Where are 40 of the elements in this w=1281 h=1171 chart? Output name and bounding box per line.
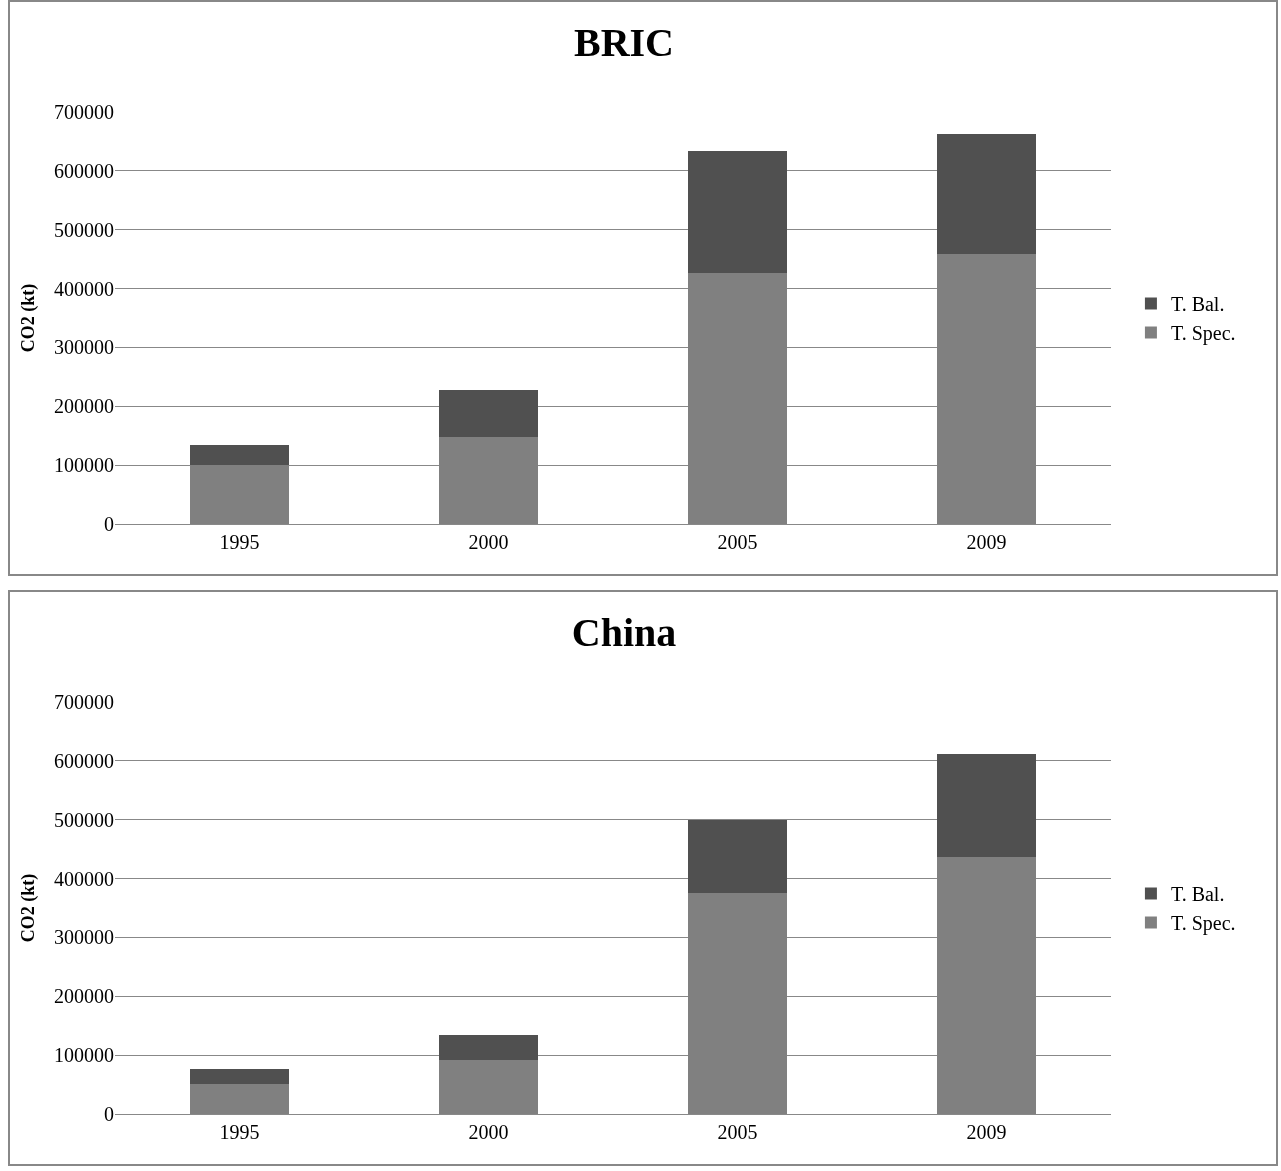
y-tick-label: 200000	[54, 985, 114, 1008]
y-axis-title: CO2 (kt)	[18, 873, 40, 943]
bar	[189, 1068, 290, 1084]
y-tick-label: 300000	[54, 926, 114, 949]
y-tick-label: 100000	[54, 454, 114, 477]
legend-label: T. Spec.	[1170, 322, 1236, 346]
bar	[936, 133, 1037, 254]
bar	[189, 445, 290, 465]
y-tick-label: 600000	[54, 159, 114, 182]
y-tick-label: 200000	[54, 395, 114, 418]
y-axis-title: CO2 (kt)	[18, 283, 40, 353]
y-tick-label: 700000	[54, 101, 114, 123]
y-tick-label: 500000	[54, 808, 114, 831]
bar	[936, 754, 1037, 858]
y-tick-label: 300000	[54, 336, 114, 359]
bar	[438, 390, 539, 438]
x-tick-label: 2009	[966, 1121, 1007, 1143]
y-tick-label: 700000	[54, 691, 114, 713]
legend-label: T. Spec.	[1170, 912, 1236, 936]
x-tick-label: 2005	[717, 531, 758, 553]
chart-title: China	[571, 609, 677, 655]
y-tick-label: 100000	[54, 1044, 114, 1067]
legend-label: T. Bal.	[1170, 883, 1225, 906]
y-tick-label: 0	[104, 513, 114, 535]
y-tick-label: 600000	[54, 749, 114, 772]
y-tick-label: 400000	[54, 277, 114, 300]
y-tick-label: 0	[104, 1103, 114, 1125]
x-tick-label: 2005	[717, 1121, 758, 1143]
bar	[687, 151, 788, 274]
x-tick-label: 2009	[966, 531, 1007, 553]
bar	[438, 1035, 539, 1060]
chart-title: BRIC	[573, 19, 675, 65]
y-tick-label: 500000	[54, 218, 114, 241]
y-tick-label: 400000	[54, 867, 114, 890]
bar	[687, 820, 788, 894]
x-tick-label: 1995	[219, 1121, 260, 1143]
x-tick-label: 1995	[219, 531, 260, 553]
x-tick-label: 2000	[468, 531, 509, 553]
x-tick-label: 2000	[468, 1121, 509, 1143]
legend-label: T. Bal.	[1170, 293, 1225, 316]
